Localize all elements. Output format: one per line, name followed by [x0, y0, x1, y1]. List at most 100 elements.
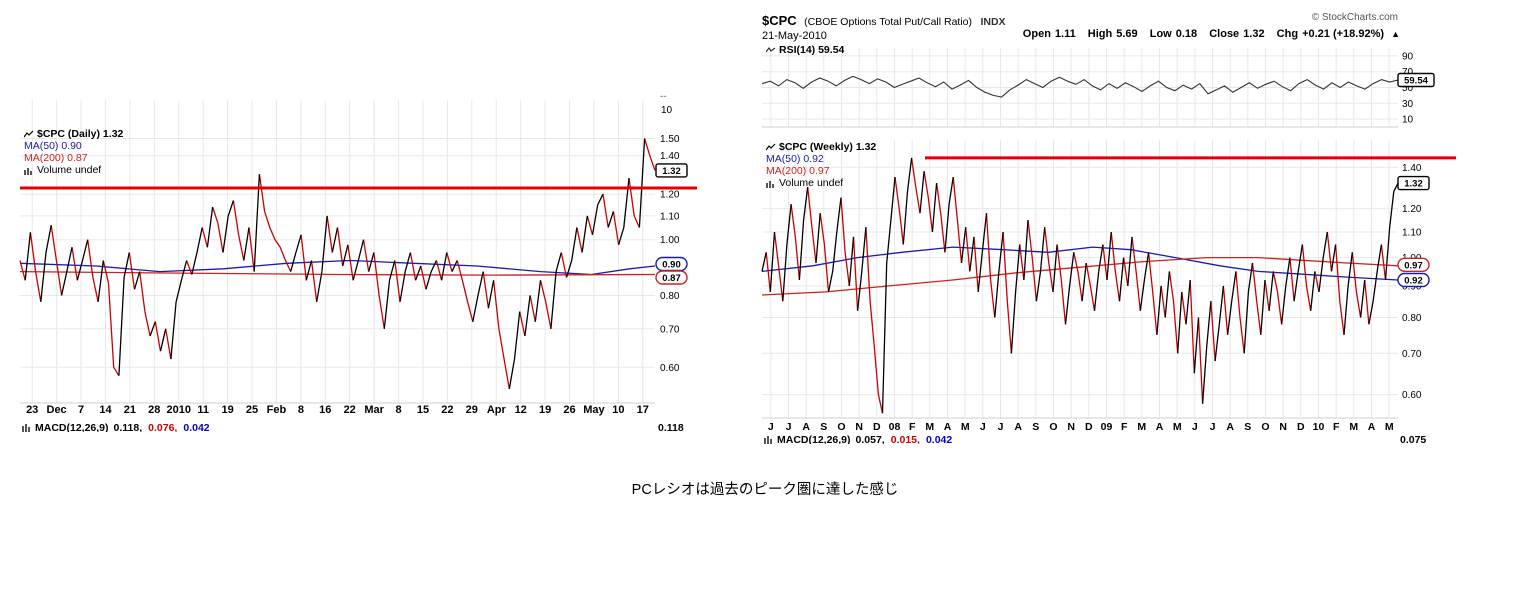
weekly-macd-axis-text: 0.075	[1400, 435, 1427, 444]
svg-text:D: D	[1297, 421, 1305, 433]
svg-text:O: O	[837, 421, 845, 433]
copyright-label: © StockCharts.com	[1311, 12, 1398, 23]
svg-text:S: S	[820, 421, 827, 433]
svg-text:J: J	[1210, 421, 1216, 433]
symbol-name-label: (CBOE Options Total Put/Call Ratio)	[804, 16, 973, 28]
svg-text:F: F	[909, 421, 916, 433]
svg-text:1.10: 1.10	[660, 211, 680, 222]
daily-macd-value-2: 0.076,	[148, 423, 178, 432]
svg-text:J: J	[1192, 421, 1198, 433]
svg-text:1.40: 1.40	[1402, 163, 1422, 174]
svg-text:08: 08	[889, 421, 901, 433]
close-label: Close	[1209, 28, 1240, 40]
weekly-price-line	[761, 157, 1399, 414]
caption-text: PCレシオは過去のピーク圏に達した感じ	[631, 482, 899, 498]
svg-text:A: A	[1368, 421, 1376, 433]
svg-text:0.70: 0.70	[660, 324, 680, 335]
weekly-macd-axis-value: 0.075	[1400, 435, 1442, 444]
weekly-macd-legend: MACD(12,26,9) 0.057, 0.015, 0.042	[764, 435, 1094, 444]
svg-text:0.80: 0.80	[1402, 313, 1422, 324]
daily-x-labels: 23 Dec 7 14 21 28 2010 11 19 25 Feb 8 16 22 Mar 8 15 22 29…	[26, 404, 649, 416]
daily-axis-box-0.90: 0.90	[655, 256, 688, 272]
svg-text:--: --	[660, 91, 667, 102]
symbol-label: $CPC	[762, 13, 797, 28]
open-label: Open	[1022, 28, 1051, 40]
svg-text:A: A	[1156, 421, 1164, 433]
svg-text:25: 25	[246, 404, 258, 416]
svg-text:Apr: Apr	[487, 404, 507, 416]
chg-value: +0.21 (+18.92%)	[1302, 28, 1385, 40]
svg-text:0.80: 0.80	[660, 291, 680, 302]
svg-text:A: A	[1226, 421, 1234, 433]
low-value: 0.18	[1175, 28, 1198, 40]
svg-text:28: 28	[148, 404, 160, 416]
svg-text:S: S	[1244, 421, 1251, 433]
svg-text:M: M	[1385, 421, 1394, 433]
daily-grid	[20, 100, 655, 404]
macd-bars-icon	[764, 436, 772, 444]
weekly-axis-box-0.97: 0.97	[1397, 257, 1430, 272]
svg-text:1.40: 1.40	[660, 151, 680, 162]
svg-text:59.54: 59.54	[1404, 76, 1428, 87]
svg-text:M: M	[961, 421, 970, 433]
svg-text:N: N	[1279, 421, 1287, 433]
weekly-macd-value-1: 0.057,	[855, 435, 885, 444]
weekly-axis-box-1.32: 1.32	[1397, 175, 1430, 191]
svg-text:F: F	[1333, 421, 1340, 433]
svg-text:F: F	[1121, 421, 1128, 433]
svg-text:1.50: 1.50	[660, 134, 680, 145]
svg-text:May: May	[583, 404, 605, 416]
weekly-x-labels: J J A S O N D 08 F M A M J J A S O N D 09 F M A M J J A S O N D 10 F M A M	[768, 421, 1394, 433]
daily-axis-artifacts: -- 10	[660, 91, 673, 116]
change-up-arrow-icon: ▲	[1391, 29, 1400, 39]
svg-text:90: 90	[1402, 51, 1414, 62]
svg-text:O: O	[1049, 421, 1057, 433]
macd-bars-icon	[22, 424, 30, 432]
svg-text:M: M	[1349, 421, 1358, 433]
svg-text:8: 8	[298, 404, 304, 416]
weekly-axis-box-0.92: 0.92	[1397, 272, 1430, 288]
svg-text:11: 11	[197, 404, 209, 416]
svg-text:N: N	[855, 421, 863, 433]
svg-text:1.00: 1.00	[660, 235, 680, 246]
svg-text:2010: 2010	[167, 404, 191, 416]
rsi-last-value-box: 59.54	[1397, 72, 1435, 88]
daily-axis-box-1.32: 1.32	[655, 163, 688, 178]
weekly-grid	[762, 140, 1398, 419]
svg-text:J: J	[998, 421, 1004, 433]
svg-text:A: A	[944, 421, 952, 433]
svg-text:0.92: 0.92	[1404, 276, 1423, 287]
weekly-ma200-line	[761, 256, 1399, 296]
svg-text:30: 30	[1402, 99, 1414, 110]
svg-text:1.32: 1.32	[662, 166, 681, 177]
svg-text:Dec: Dec	[47, 404, 67, 416]
svg-text:50: 50	[1402, 83, 1414, 94]
svg-text:1.20: 1.20	[660, 190, 680, 201]
daily-y-ticks: 1.50 1.40 1.20 1.10 1.00 0.80 0.70 0.60	[660, 134, 680, 374]
svg-text:J: J	[980, 421, 986, 433]
weekly-macd-value-3: 0.042	[925, 435, 953, 444]
svg-text:S: S	[1032, 421, 1039, 433]
svg-text:0.70: 0.70	[1402, 349, 1422, 360]
chg-label: Chg	[1276, 28, 1299, 40]
svg-text:10: 10	[612, 404, 624, 416]
weekly-macd-value-2: 0.015,	[890, 435, 920, 444]
svg-text:26: 26	[563, 404, 575, 416]
svg-text:M: M	[925, 421, 934, 433]
svg-text:D: D	[873, 421, 881, 433]
svg-text:0.97: 0.97	[1404, 260, 1423, 271]
svg-text:14: 14	[99, 404, 112, 416]
svg-text:1.32: 1.32	[1404, 179, 1423, 190]
daily-ma200-line	[19, 270, 656, 276]
svg-text:19: 19	[221, 404, 233, 416]
svg-text:10: 10	[661, 105, 673, 116]
svg-text:22: 22	[441, 404, 453, 416]
rsi-y-ticks: 90 70 50 30 10	[1402, 51, 1414, 125]
open-value: 1.11	[1054, 28, 1076, 40]
svg-text:09: 09	[1101, 421, 1113, 433]
daily-price-line	[19, 138, 656, 390]
svg-text:J: J	[786, 421, 792, 433]
svg-text:M: M	[1137, 421, 1146, 433]
low-label: Low	[1149, 28, 1172, 40]
